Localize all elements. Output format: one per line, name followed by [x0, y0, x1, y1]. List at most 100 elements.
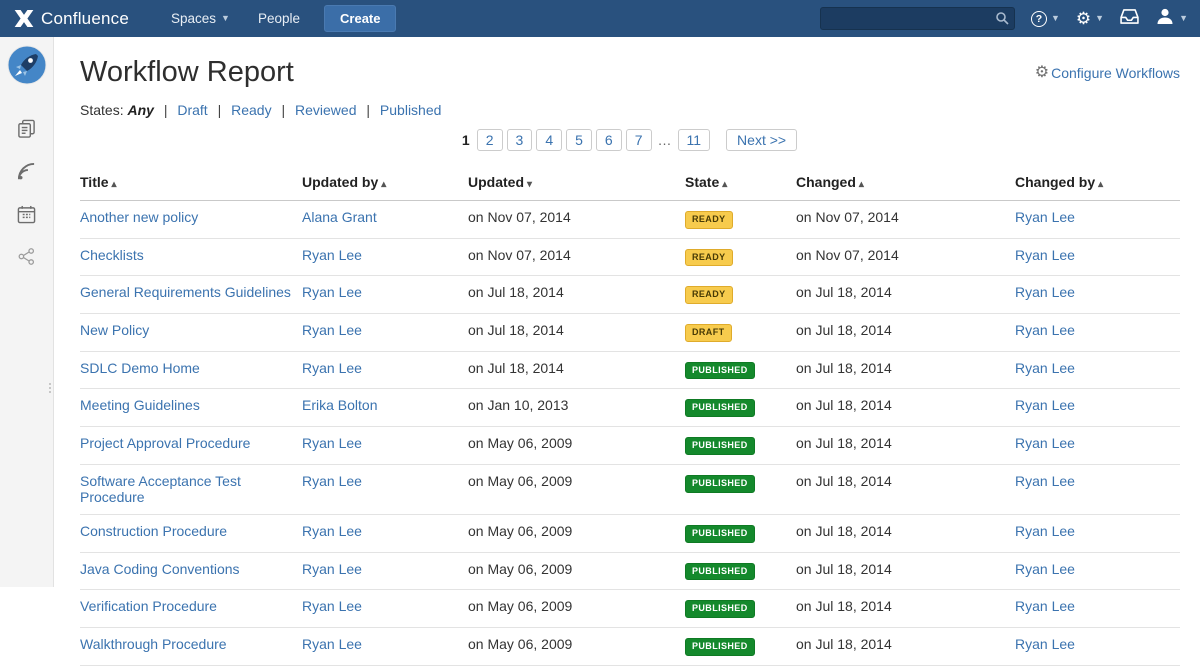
changed-by-link[interactable]: Ryan Lee	[1015, 284, 1075, 300]
search-input[interactable]	[820, 7, 1015, 30]
changed-by-link[interactable]: Ryan Lee	[1015, 209, 1075, 225]
calendar-icon[interactable]	[17, 205, 36, 224]
page-title-link[interactable]: Checklists	[80, 247, 144, 263]
user-profile-menu[interactable]: ▼	[1155, 6, 1188, 31]
help-menu[interactable]: ? ▼	[1031, 11, 1060, 27]
states-filter-draft[interactable]: Draft	[177, 102, 207, 118]
column-header-updated[interactable]: Updated▾	[468, 165, 685, 201]
changed-by-link[interactable]: Ryan Lee	[1015, 561, 1075, 577]
updated-by-link[interactable]: Ryan Lee	[302, 473, 362, 489]
changed-by-link[interactable]: Ryan Lee	[1015, 397, 1075, 413]
space-sidebar	[0, 37, 54, 587]
pagination-page-link[interactable]: 3	[507, 129, 533, 151]
create-button[interactable]: Create	[324, 5, 396, 32]
configure-workflows-link[interactable]: Configure Workflows	[1051, 65, 1180, 81]
page-title-link[interactable]: General Requirements Guidelines	[80, 284, 291, 300]
changed-by-link[interactable]: Ryan Lee	[1015, 360, 1075, 376]
pagination-page-link[interactable]: 5	[566, 129, 592, 151]
column-header-state[interactable]: State▴	[685, 165, 796, 201]
updated-by-link[interactable]: Ryan Lee	[302, 636, 362, 652]
chevron-down-icon: ▼	[1179, 14, 1188, 23]
states-filter-reviewed[interactable]: Reviewed	[295, 102, 356, 118]
updated-by-link[interactable]: Ryan Lee	[302, 247, 362, 263]
confluence-home-link[interactable]: Confluence	[14, 9, 129, 29]
states-filter-ready[interactable]: Ready	[231, 102, 271, 118]
page-title-link[interactable]: Walkthrough Procedure	[80, 636, 227, 652]
column-header-changed[interactable]: Changed▴	[796, 165, 1015, 201]
page-title-link[interactable]: Another new policy	[80, 209, 198, 225]
updated-by-link[interactable]: Ryan Lee	[302, 360, 362, 376]
states-filter-any[interactable]: Any	[127, 102, 153, 118]
updated-by-link[interactable]: Ryan Lee	[302, 523, 362, 539]
updated-by-link[interactable]: Alana Grant	[302, 209, 377, 225]
pagination-ellipsis: …	[658, 132, 672, 148]
updated-date: on May 06, 2009	[468, 636, 572, 652]
pagination-page-link[interactable]: 6	[596, 129, 622, 151]
state-badge: DRAFT	[685, 324, 732, 342]
brand-name: Confluence	[41, 9, 129, 29]
changed-by-link[interactable]: Ryan Lee	[1015, 598, 1075, 614]
state-badge: PUBLISHED	[685, 600, 755, 618]
configure-workflows[interactable]: ⚙ Configure Workflows	[1035, 65, 1180, 81]
chevron-down-icon: ▼	[1051, 14, 1060, 23]
page-title-link[interactable]: Project Approval Procedure	[80, 435, 250, 451]
page-title-link[interactable]: Software Acceptance Test Procedure	[80, 473, 241, 505]
pagination-page-link[interactable]: 11	[678, 129, 711, 151]
notifications-tray[interactable]	[1120, 9, 1139, 29]
pagination-page-link[interactable]: 4	[536, 129, 562, 151]
updated-date: on Jan 10, 2013	[468, 397, 568, 413]
state-badge: READY	[685, 249, 733, 267]
changed-by-link[interactable]: Ryan Lee	[1015, 636, 1075, 652]
updated-by-link[interactable]: Ryan Lee	[302, 284, 362, 300]
column-header-title[interactable]: Title▴	[80, 165, 302, 201]
changed-by-link[interactable]: Ryan Lee	[1015, 247, 1075, 263]
page-title-link[interactable]: Java Coding Conventions	[80, 561, 240, 577]
page-title: Workflow Report	[80, 56, 294, 89]
settings-menu[interactable]: ⚙ ▼	[1076, 10, 1104, 27]
page-title-link[interactable]: New Policy	[80, 322, 149, 338]
updated-by-link[interactable]: Ryan Lee	[302, 435, 362, 451]
pagination-page-link[interactable]: 7	[626, 129, 652, 151]
page-title-link[interactable]: Meeting Guidelines	[80, 397, 200, 413]
share-icon[interactable]	[17, 248, 36, 265]
chevron-down-icon: ▼	[1095, 14, 1104, 23]
page-title-link[interactable]: Verification Procedure	[80, 598, 217, 614]
updated-by-link[interactable]: Ryan Lee	[302, 322, 362, 338]
separator: |	[366, 102, 370, 118]
updated-by-link[interactable]: Ryan Lee	[302, 598, 362, 614]
updated-date: on Jul 18, 2014	[468, 322, 564, 338]
sort-asc-icon: ▴	[859, 179, 864, 190]
nav-people-link[interactable]: People	[258, 11, 300, 26]
state-badge: PUBLISHED	[685, 563, 755, 581]
column-header-changed-by[interactable]: Changed by▴	[1015, 165, 1180, 201]
changed-by-link[interactable]: Ryan Lee	[1015, 322, 1075, 338]
changed-date: on Jul 18, 2014	[796, 473, 892, 489]
state-badge: PUBLISHED	[685, 437, 755, 455]
pagination-current-page: 1	[462, 132, 470, 148]
column-header-updated-by[interactable]: Updated by▴	[302, 165, 468, 201]
separator: |	[218, 102, 222, 118]
changed-date: on Jul 18, 2014	[796, 561, 892, 577]
page-title-link[interactable]: SDLC Demo Home	[80, 360, 200, 376]
help-icon: ?	[1031, 11, 1047, 27]
changed-by-link[interactable]: Ryan Lee	[1015, 435, 1075, 451]
pagination-page-link[interactable]: 2	[477, 129, 503, 151]
pages-icon[interactable]	[17, 119, 36, 138]
nav-spaces-menu[interactable]: Spaces ▼	[171, 11, 230, 26]
states-filter-published[interactable]: Published	[380, 102, 442, 118]
sort-asc-icon: ▴	[722, 179, 727, 190]
separator: |	[281, 102, 285, 118]
gear-icon: ⚙	[1035, 65, 1049, 81]
changed-by-link[interactable]: Ryan Lee	[1015, 473, 1075, 489]
updated-by-link[interactable]: Ryan Lee	[302, 561, 362, 577]
updated-by-link[interactable]: Erika Bolton	[302, 397, 377, 413]
page-title-link[interactable]: Construction Procedure	[80, 523, 227, 539]
changed-by-link[interactable]: Ryan Lee	[1015, 523, 1075, 539]
feed-icon[interactable]	[17, 162, 36, 181]
rocket-space-logo[interactable]	[7, 45, 47, 85]
pagination-next-button[interactable]: Next >>	[726, 129, 797, 151]
